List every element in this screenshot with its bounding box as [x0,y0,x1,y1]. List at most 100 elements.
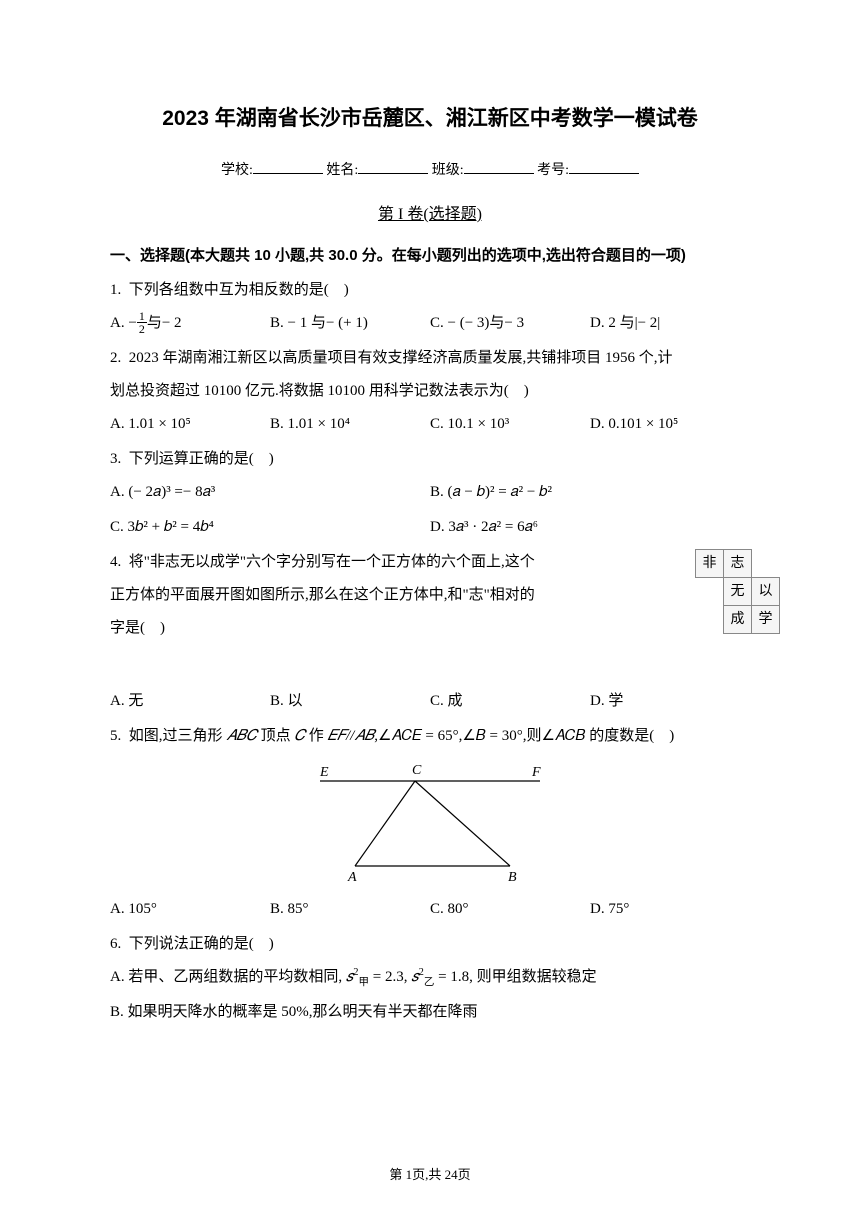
label-f: F [531,765,541,780]
q5-t0: 如图,过三角形 [129,728,223,744]
q4-textblock: 4. 将"非志无以成学"六个字分别写在一个正方体的六个面上,这个 正方体的平面展… [110,549,590,642]
q3-b-label: B. [430,484,448,500]
q5-options: A. 105° B. 85° C. 80° D. 75° [110,896,750,923]
q3-d-math: 3𝑎³ · 2𝑎² = 6𝑎⁶ [448,519,538,535]
class-blank [464,158,534,174]
label-b: B [508,870,517,885]
q3-a-label: A. [110,484,128,500]
q5-opt-b: B. 85° [270,896,430,923]
q3-row1: A. (− 2𝑎)³ =− 8𝑎³ B. (𝑎 − 𝑏)² = 𝑎² − 𝑏² [110,479,750,506]
question-4: 4. 将"非志无以成学"六个字分别写在一个正方体的六个面上,这个 正方体的平面展… [110,549,750,715]
q1-num: 1. [110,282,121,298]
q6-text: 6. 下列说法正确的是( ) [110,931,750,958]
q6-opt-a: A. 若甲、乙两组数据的平均数相同, 𝑠2甲 = 2.3, 𝑠2乙 = 1.8,… [110,964,750,993]
name-label: 姓名: [326,163,358,178]
q3-text: 3. 下列运算正确的是( ) [110,446,750,473]
q1-body: 下列各组数中互为相反数的是( ) [129,282,349,298]
q1-opt-d: D. 2 与|− 2| [590,310,750,337]
q1-opt-c: C. − (− 3)与− 3 [430,310,590,337]
student-info-row: 学校: 姓名: 班级: 考号: [110,158,750,183]
q3-c-math: 3𝑏² + 𝑏² = 4𝑏⁴ [128,519,214,535]
q5-opt-d: D. 75° [590,896,750,923]
q6-s1-eq: = 2.3, [369,969,407,985]
q1-options: A. −12与− 2 B. − 1 与− (+ 1) C. − (− 3)与− … [110,310,750,337]
q6-num: 6. [110,936,121,952]
net-cell-3: 以 [752,577,780,605]
q5-t9: ∠𝐴𝐶𝐵 [541,728,585,744]
q5-opt-c: C. 80° [430,896,590,923]
q2-l2: 划总投资超过 10100 亿元.将数据 10100 用科学记数法表示为( ) [110,378,750,405]
cube-net-diagram: 非志 无以 成学 [695,549,780,634]
q2-opt-b: B. 1.01 × 10⁴ [270,411,430,438]
q6-a-suffix: 则甲组数据较稳定 [477,969,597,985]
q1-opt-a: A. −12与− 2 [110,310,270,337]
q5-t5: 𝐸𝐹//𝐴𝐵 [324,728,375,744]
name-blank [358,158,428,174]
q5-t2: 顶点 [261,728,291,744]
q1-a-prefix: A. [110,315,128,331]
school-label: 学校: [221,163,253,178]
q4-l3: 字是( ) [110,615,590,642]
triangle-diagram: E C F A B [300,756,560,886]
q6-s2-eq: = 1.8, [434,969,472,985]
q4-num: 4. [110,554,121,570]
label-c: C [412,763,422,778]
q4-opt-b: B. 以 [270,688,430,715]
q2-opt-a: A. 1.01 × 10⁵ [110,411,270,438]
class-label: 班级: [432,163,464,178]
q3-row2: C. 3𝑏² + 𝑏² = 4𝑏⁴ D. 3𝑎³ · 2𝑎² = 6𝑎⁶ [110,514,750,541]
q4-l1: 将"非志无以成学"六个字分别写在一个正方体的六个面上,这个 [129,554,535,570]
question-3: 3. 下列运算正确的是( ) A. (− 2𝑎)³ =− 8𝑎³ B. (𝑎 −… [110,446,750,541]
q3-opt-c: C. 3𝑏² + 𝑏² = 4𝑏⁴ [110,514,430,541]
q5-t6: ,∠𝐴𝐶𝐸 = 65° [374,728,458,744]
q3-c-label: C. [110,519,128,535]
q4-opt-d: D. 学 [590,688,750,715]
net-cell-5: 学 [752,605,780,633]
q3-a-math: (− 2𝑎)³ =− 8𝑎³ [128,484,215,500]
q2-l1: 2023 年湖南湘江新区以高质量项目有效支撑经济高质量发展,共铺排项目 1956… [129,350,673,366]
school-blank [253,158,323,174]
q2-opt-d: D. 0.101 × 10⁵ [590,411,750,438]
net-cell-0: 非 [696,549,724,577]
page-title: 2023 年湖南省长沙市岳麓区、湘江新区中考数学一模试卷 [110,100,750,138]
q1-a-body: 与− 2 [147,315,182,331]
q4-opt-c: C. 成 [430,688,590,715]
q5-t3: 𝐶 [291,728,309,744]
q5-text: 5. 如图,过三角形 𝐴𝐵𝐶 顶点 𝐶 作 𝐸𝐹//𝐴𝐵,∠𝐴𝐶𝐸 = 65°,… [110,723,750,750]
q5-t7: ,∠𝐵 = 30° [459,728,523,744]
q1-opt-b: B. − 1 与− (+ 1) [270,310,430,337]
net-cell-2: 无 [724,577,752,605]
q4-options: A. 无 B. 以 C. 成 D. 学 [110,688,750,715]
q5-t4: 作 [309,728,324,744]
q4-opt-a: A. 无 [110,688,270,715]
question-2: 2. 2023 年湖南湘江新区以高质量项目有效支撑经济高质量发展,共铺排项目 1… [110,345,750,438]
q2-text: 2. 2023 年湖南湘江新区以高质量项目有效支撑经济高质量发展,共铺排项目 1… [110,345,750,372]
q3-opt-a: A. (− 2𝑎)³ =− 8𝑎³ [110,479,430,506]
q5-num: 5. [110,728,121,744]
section-prefix: 第 I 卷 [378,206,423,223]
exam-no-blank [569,158,639,174]
q6-s1-sub: 甲 [359,977,370,988]
q2-num: 2. [110,350,121,366]
q5-opt-a: A. 105° [110,896,270,923]
question-6: 6. 下列说法正确的是( ) A. 若甲、乙两组数据的平均数相同, 𝑠2甲 = … [110,931,750,1026]
net-cell-1: 志 [724,549,752,577]
q5-t8: ,则 [523,728,542,744]
q6-body: 下列说法正确的是( ) [129,936,274,952]
exam-no-label: 考号: [537,163,569,178]
label-a: A [347,870,357,885]
q6-opt-b: B. 如果明天降水的概率是 50%,那么明天有半天都在降雨 [110,999,750,1026]
section-suffix: (选择题) [423,206,482,223]
q4-l2: 正方体的平面展开图如图所示,那么在这个正方体中,和"志"相对的 [110,582,590,609]
question-1: 1. 下列各组数中互为相反数的是( ) A. −12与− 2 B. − 1 与−… [110,277,750,337]
q3-opt-d: D. 3𝑎³ · 2𝑎² = 6𝑎⁶ [430,514,750,541]
question-5: 5. 如图,过三角形 𝐴𝐵𝐶 顶点 𝐶 作 𝐸𝐹//𝐴𝐵,∠𝐴𝐶𝐸 = 65°,… [110,723,750,923]
q3-num: 3. [110,451,121,467]
page-footer: 第 1页,共 24页 [0,1163,860,1186]
q3-body: 下列运算正确的是( ) [129,451,274,467]
label-e: E [319,765,329,780]
q3-d-label: D. [430,519,448,535]
q6-s2-sub: 乙 [424,977,435,988]
net-cell-4: 成 [724,605,752,633]
section-title: 第 I 卷(选择题) [110,201,750,230]
